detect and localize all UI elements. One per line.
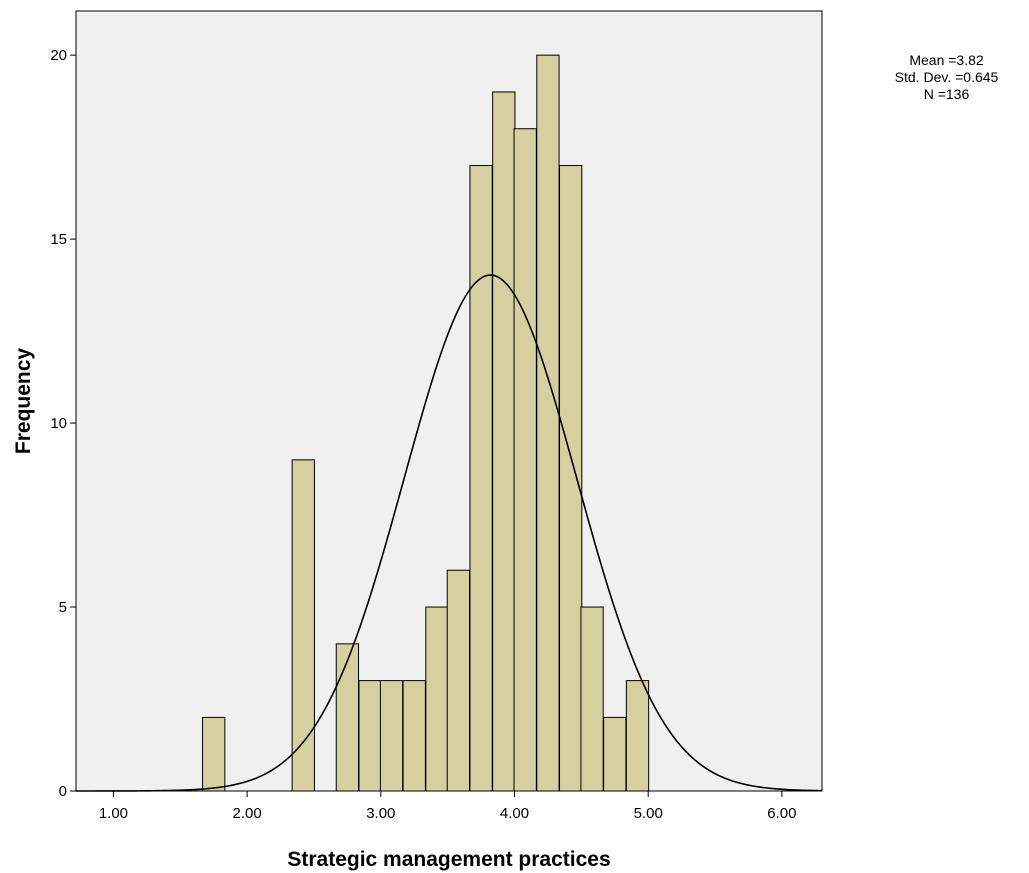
y-axis-title: Frequency (12, 348, 35, 455)
bar-8 (470, 166, 492, 791)
y-tick-label-4: 20 (50, 47, 67, 64)
bar-14 (604, 717, 626, 791)
bar-10 (514, 129, 536, 791)
x-tick-label-3: 4.00 (500, 805, 529, 822)
x-axis: 1.00 2.00 3.00 4.00 5.00 6.00 (99, 791, 797, 822)
bar-0 (203, 717, 225, 791)
bar-13 (581, 607, 603, 791)
bar-9 (493, 92, 515, 791)
bar-11 (537, 55, 559, 791)
bar-6 (426, 607, 448, 791)
summary-statistics: Mean =3.82 Std. Dev. =0.645 N =136 (864, 52, 1029, 103)
bar-5 (403, 681, 425, 791)
y-axis: 0 5 10 15 20 (50, 47, 76, 800)
x-tick-label-0: 1.00 (99, 805, 128, 822)
bar-2 (336, 644, 358, 791)
bar-3 (359, 681, 381, 791)
y-tick-label-3: 15 (50, 231, 67, 248)
y-tick-label-1: 5 (59, 599, 67, 616)
x-tick-label-1: 2.00 (233, 805, 262, 822)
bar-15 (626, 681, 648, 791)
x-tick-label-5: 6.00 (767, 805, 796, 822)
stat-std-dev: Std. Dev. =0.645 (864, 69, 1029, 86)
stat-mean: Mean =3.82 (864, 52, 1029, 69)
y-tick-label-2: 10 (50, 415, 67, 432)
y-tick-label-0: 0 (59, 783, 67, 800)
x-tick-label-4: 5.00 (634, 805, 663, 822)
x-tick-label-2: 3.00 (366, 805, 395, 822)
x-axis-title: Strategic management practices (287, 848, 610, 871)
bar-12 (560, 166, 582, 791)
stat-n: N =136 (864, 86, 1029, 103)
bar-4 (380, 681, 402, 791)
bar-7 (447, 570, 469, 791)
